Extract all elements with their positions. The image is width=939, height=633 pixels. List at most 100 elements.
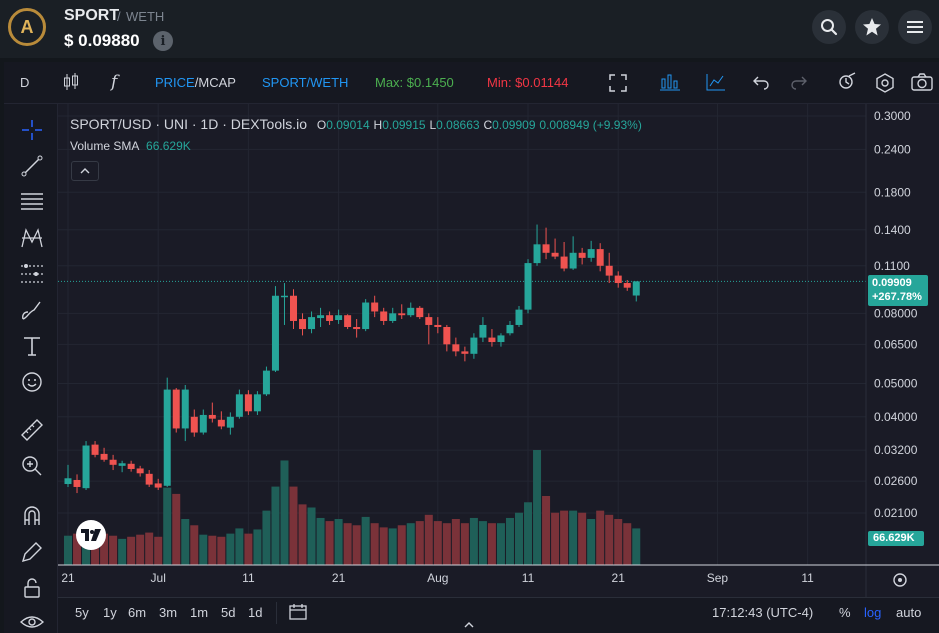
menu-button[interactable] [898, 10, 932, 44]
range-1d[interactable]: 1d [248, 605, 263, 620]
candle-body [271, 295, 279, 371]
range-5d[interactable]: 5d [221, 605, 236, 620]
price-label: PRICE [155, 75, 195, 90]
last-price-tag: 0.09909 +267.78% [868, 275, 928, 306]
trendline-icon[interactable] [20, 154, 44, 178]
time-tick-label: 21 [61, 571, 75, 585]
volume-label: Volume SMA [70, 139, 139, 153]
volume-bar [596, 510, 605, 565]
eye-icon[interactable] [20, 610, 44, 633]
prediction-icon[interactable] [20, 262, 44, 286]
candle-body [362, 302, 370, 330]
emoji-icon[interactable] [20, 370, 44, 394]
magnet-icon[interactable] [20, 504, 44, 528]
calendar-icon[interactable] [288, 603, 308, 621]
volume-bar [578, 512, 587, 565]
crosshair-icon[interactable] [20, 118, 44, 142]
chart-toolbar [4, 62, 939, 104]
settings-icon[interactable] [875, 73, 895, 93]
volume-bar [64, 535, 72, 565]
axis-settings-icon[interactable] [891, 571, 909, 589]
candle-body [479, 324, 487, 338]
volume-bar [469, 517, 478, 565]
volume-bar [542, 496, 551, 565]
pencil-lock-icon[interactable] [20, 540, 44, 564]
candle-body [280, 295, 288, 298]
pair-toggle[interactable]: SPORT/WETH [262, 75, 349, 90]
volume-bar [388, 528, 397, 565]
volume-bar [118, 538, 127, 565]
volume-bar [397, 525, 406, 565]
range-3m[interactable]: 3m [159, 605, 178, 620]
clock-time[interactable]: 17:12:43 (UTC-4) [712, 605, 814, 620]
candle-body [326, 315, 334, 321]
volume-bar [271, 486, 280, 565]
volume-bar [370, 523, 379, 565]
volume-bar [487, 523, 496, 565]
candle-body [434, 324, 442, 327]
candle-body [73, 479, 81, 487]
search-button[interactable] [812, 10, 846, 44]
indicators-button[interactable]: f [111, 72, 118, 92]
volume-bar [343, 523, 352, 565]
price-tick-label: 0.08000 [874, 306, 918, 320]
mcap-label: MCAP [198, 75, 236, 90]
candle-body [614, 275, 622, 284]
time-tick-label: 21 [612, 571, 626, 585]
tradingview-logo[interactable] [76, 520, 106, 550]
favorite-button[interactable] [855, 10, 889, 44]
last-price-change: +267.78% [872, 291, 922, 303]
candle-body [596, 249, 604, 266]
fib-icon[interactable] [20, 190, 44, 214]
candle-body [290, 295, 297, 321]
zoom-icon[interactable] [20, 454, 44, 478]
log-toggle[interactable]: log [864, 605, 882, 620]
token-name[interactable]: SPORT [64, 7, 120, 24]
line-chart-icon[interactable] [706, 73, 726, 91]
price-tick-label: 0.05000 [874, 376, 918, 390]
pattern-icon[interactable] [20, 226, 44, 250]
candle-body [208, 414, 216, 419]
range-5y[interactable]: 5y [75, 605, 89, 620]
redo-icon[interactable] [790, 74, 808, 90]
volume-bar [551, 512, 560, 565]
volume-bar [361, 516, 370, 565]
text-icon[interactable] [20, 334, 44, 358]
price-tick-label: 0.1800 [874, 185, 911, 199]
volume-bar [226, 533, 235, 565]
candle-body [524, 263, 532, 310]
candle-body [82, 445, 90, 489]
auto-toggle[interactable]: auto [896, 605, 922, 620]
candle-body [91, 444, 99, 455]
volume-bar [433, 521, 442, 565]
candle-body [217, 419, 225, 427]
candles-icon[interactable] [62, 72, 80, 92]
percent-toggle[interactable]: % [839, 605, 851, 620]
brush-icon[interactable] [20, 298, 44, 322]
price-mcap-toggle[interactable]: PRICE/MCAP [155, 75, 236, 90]
price-tick-label: 0.02100 [874, 506, 918, 520]
expand-panel-icon[interactable] [463, 620, 475, 630]
range-1y[interactable]: 1y [103, 605, 117, 620]
candle-body [416, 307, 424, 318]
collapse-legend-button[interactable] [71, 161, 99, 181]
volume-bar [100, 533, 109, 565]
candle-body [262, 370, 270, 395]
interval-selector[interactable]: D [20, 75, 30, 90]
lock-icon[interactable] [20, 576, 44, 600]
range-6m[interactable]: 6m [128, 605, 147, 620]
pair-token[interactable]: WETH [126, 9, 165, 24]
camera-icon[interactable] [911, 73, 933, 91]
info-icon[interactable]: i [153, 31, 173, 51]
candle-body [497, 335, 505, 343]
candle-body [64, 478, 72, 485]
undo-icon[interactable] [752, 74, 770, 90]
range-1m[interactable]: 1m [190, 605, 209, 620]
replay-icon[interactable] [837, 72, 857, 92]
volume-bar [73, 533, 82, 565]
bar-chart-icon[interactable] [660, 73, 680, 91]
fullscreen-icon[interactable] [609, 74, 627, 92]
ruler-icon[interactable] [20, 418, 44, 442]
candle-body [181, 389, 189, 429]
